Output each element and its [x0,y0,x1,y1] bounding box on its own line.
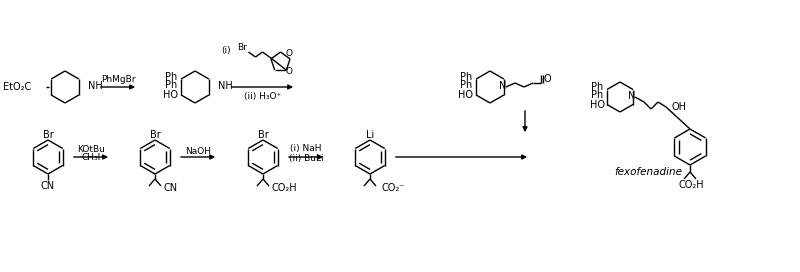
Text: Ph: Ph [165,80,177,90]
Text: KOtBu: KOtBu [77,144,105,153]
Text: Ph: Ph [460,80,472,90]
Text: HO: HO [163,90,178,100]
Text: HO: HO [458,90,473,100]
Text: Br: Br [258,130,268,140]
Text: O: O [285,66,292,76]
Text: NH: NH [88,81,102,91]
Text: N: N [628,91,636,101]
Text: Br: Br [238,42,247,51]
Text: fexofenadine: fexofenadine [614,167,682,177]
Text: (ii) H₃O⁺: (ii) H₃O⁺ [244,91,281,100]
Text: CN: CN [41,181,55,191]
Text: HO: HO [590,100,605,110]
Text: CO₂H: CO₂H [272,183,298,193]
Text: CO₂H: CO₂H [678,180,704,190]
Text: Ph: Ph [165,72,177,82]
Text: Ph: Ph [590,90,603,100]
Text: Br: Br [42,130,54,140]
Text: N: N [499,81,506,91]
Text: NH: NH [218,81,233,91]
Text: CO₂⁻: CO₂⁻ [381,183,404,193]
Text: (ii) BuLi: (ii) BuLi [289,153,323,162]
Text: CH₃I: CH₃I [82,153,101,162]
Text: OH: OH [671,102,686,112]
Text: EtO₂C: EtO₂C [2,82,31,92]
Text: CN: CN [164,183,178,193]
Text: (i): (i) [221,47,230,55]
Text: (i) NaH: (i) NaH [290,144,322,153]
Text: O: O [544,74,552,84]
Text: Br: Br [150,130,160,140]
Text: Li: Li [366,130,374,140]
Text: Ph: Ph [590,82,603,92]
Text: O: O [285,50,292,58]
Text: PhMgBr: PhMgBr [101,76,135,85]
Text: NaOH: NaOH [185,147,211,156]
Text: Ph: Ph [460,72,472,82]
